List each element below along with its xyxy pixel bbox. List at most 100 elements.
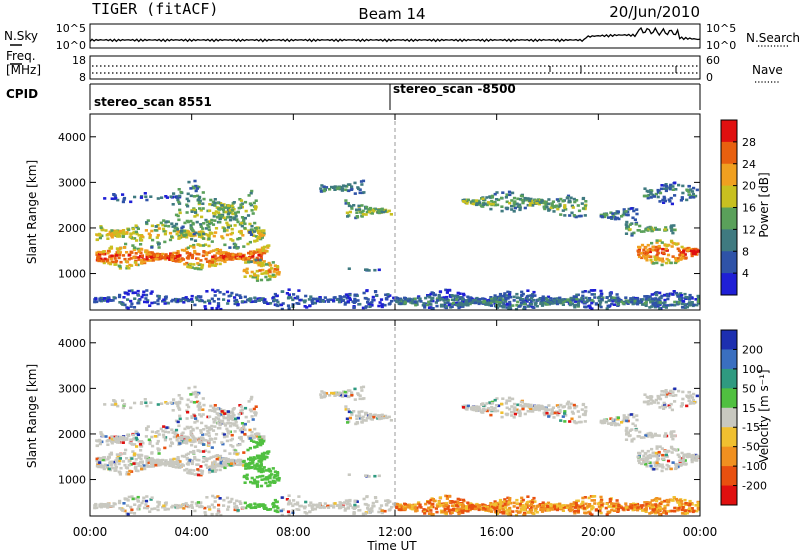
velocity-cell: [654, 398, 658, 402]
power-cell: [610, 296, 614, 299]
power-cell: [195, 213, 199, 217]
velocity-cell: [260, 478, 264, 481]
velocity-cell: [665, 391, 669, 394]
power-cell: [208, 302, 212, 305]
velocity-cell: [516, 403, 520, 407]
power-cell: [460, 303, 464, 307]
velocity-cell: [217, 417, 221, 420]
velocity-cell: [620, 421, 624, 424]
power-cell: [440, 296, 444, 300]
power-cell: [164, 295, 168, 298]
power-cell: [219, 255, 223, 259]
velocity-cell: [576, 506, 580, 509]
velocity-cell: [631, 422, 635, 426]
power-cell: [188, 264, 192, 267]
power-cell: [163, 256, 167, 259]
velocity-cell: [252, 440, 256, 443]
power-cell: [371, 295, 375, 299]
velocity-cell: [671, 437, 675, 441]
velocity-cell: [239, 461, 243, 465]
power-cell: [136, 247, 140, 251]
power-cell: [344, 301, 348, 305]
velocity-cell: [207, 450, 211, 454]
velocity-cell: [114, 402, 118, 406]
velocity-cell: [625, 431, 629, 434]
power-cell: [106, 296, 110, 299]
power-cell: [191, 254, 195, 257]
power-cell: [607, 216, 611, 219]
velocity-cell: [171, 409, 175, 412]
power-cell: [174, 213, 179, 217]
power-cell: [350, 207, 354, 210]
power-cell: [159, 221, 163, 225]
power-cell: [205, 290, 209, 293]
power-cell: [663, 298, 667, 302]
power-cell: [676, 247, 680, 251]
velocity-cell: [622, 418, 626, 421]
velocity-cell: [676, 453, 680, 457]
power-cell: [357, 208, 362, 211]
power-cell: [197, 185, 201, 189]
velocity-cell: [661, 453, 665, 457]
velocity-cell: [226, 414, 230, 417]
power-cell: [621, 302, 625, 305]
power-cell: [244, 209, 248, 213]
power-cell: [108, 230, 112, 234]
power-cell: [663, 199, 667, 203]
power-cell: [272, 270, 276, 273]
velocity-cell: [267, 450, 271, 453]
power-cell: [670, 202, 674, 206]
power-cell: [309, 295, 313, 298]
velocity-cell: [690, 460, 694, 464]
power-cell: [662, 195, 666, 199]
power-cell: [207, 299, 212, 303]
velocity-cell: [191, 460, 195, 463]
velocity-cell: [251, 481, 255, 485]
power-cell: [559, 300, 563, 304]
velocity-cell: [233, 450, 237, 454]
power-cell: [245, 267, 249, 271]
power-cell: [135, 239, 139, 242]
velocity-cell: [258, 466, 262, 470]
power-cell: [628, 228, 632, 231]
power-cell: [296, 295, 300, 298]
nave-tick-bottom: 0: [706, 71, 713, 84]
velocity-cell: [228, 452, 232, 455]
power-cell: [572, 304, 576, 307]
power-cell: [250, 270, 254, 274]
velocity-cell: [268, 476, 272, 480]
power-cell: [436, 297, 440, 300]
velocity-cell: [650, 467, 654, 470]
velocity-cell: [670, 432, 674, 436]
power-cell: [212, 234, 216, 238]
velocity-cell: [249, 457, 253, 461]
velocity-cell: [478, 407, 482, 410]
power-cell: [144, 293, 149, 297]
power-cell: [260, 236, 264, 239]
power-cell: [635, 212, 639, 216]
power-cell: [581, 299, 585, 302]
velocity-cell: [244, 467, 248, 470]
power-cell: [176, 198, 180, 202]
velocity-cell: [626, 416, 630, 420]
power-cell: [435, 304, 439, 308]
power-cell: [609, 216, 614, 219]
velocity-cell: [628, 429, 632, 432]
velocity-cell: [358, 397, 362, 401]
velocity-cell: [673, 509, 677, 513]
power-cell: [189, 187, 193, 190]
power-cell: [466, 295, 470, 299]
power-cell: [512, 196, 517, 200]
power-cell: [526, 203, 530, 207]
power-cell: [648, 226, 652, 230]
velocity-cell: [224, 416, 228, 420]
power-cell: [515, 296, 520, 299]
power-cell: [616, 211, 620, 215]
power-cell: [185, 297, 189, 301]
velocity-cell: [518, 414, 522, 418]
power-cell: [226, 216, 230, 219]
velocity-cell: [222, 422, 226, 425]
power-cell: [380, 207, 384, 211]
power-cell: [680, 302, 684, 306]
power-cell: [576, 301, 581, 305]
